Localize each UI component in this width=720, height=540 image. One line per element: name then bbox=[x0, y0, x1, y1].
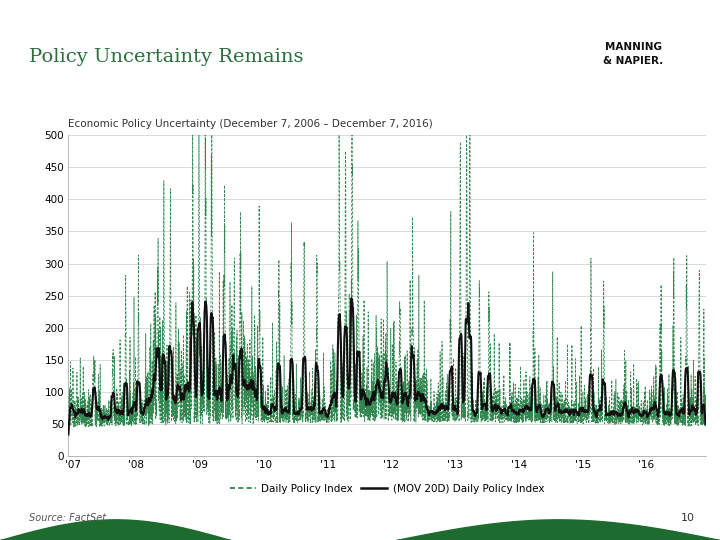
Text: Source: FactSet.: Source: FactSet. bbox=[29, 512, 109, 523]
Text: 10: 10 bbox=[681, 512, 695, 523]
Text: Economic Policy Uncertainty (December 7, 2006 – December 7, 2016): Economic Policy Uncertainty (December 7,… bbox=[68, 118, 433, 129]
Text: MANNING
& NAPIER.: MANNING & NAPIER. bbox=[603, 43, 664, 65]
Text: Policy Uncertainty Remains: Policy Uncertainty Remains bbox=[29, 48, 303, 66]
Legend: Daily Policy Index, (MOV 20D) Daily Policy Index: Daily Policy Index, (MOV 20D) Daily Poli… bbox=[226, 480, 548, 498]
